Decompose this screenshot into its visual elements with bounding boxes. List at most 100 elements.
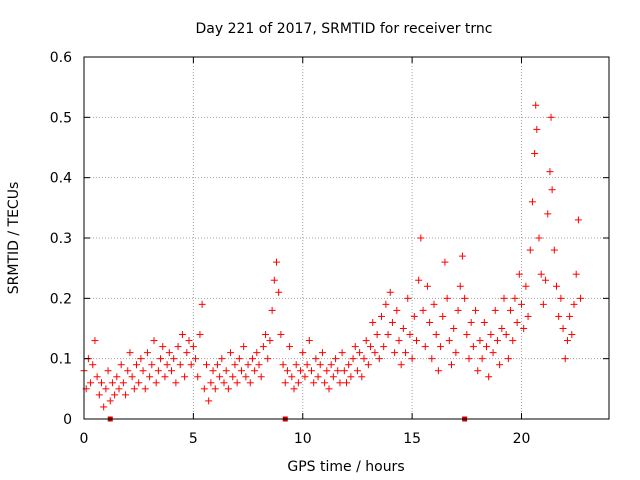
data-point: [146, 373, 154, 381]
data-point: [434, 367, 442, 375]
data-point: [362, 337, 370, 345]
data-point: [126, 349, 134, 357]
data-point: [380, 343, 388, 351]
data-point: [161, 373, 169, 381]
data-point: [279, 361, 287, 369]
data-point: [257, 373, 265, 381]
data-point: [281, 379, 289, 387]
data-point: [537, 270, 545, 278]
data-point: [345, 361, 353, 369]
data-point: [310, 379, 318, 387]
data-point: [152, 379, 160, 387]
data-point: [561, 355, 569, 363]
data-point: [329, 373, 337, 381]
data-point: [349, 355, 357, 363]
data-point: [196, 331, 204, 339]
data-point: [216, 373, 224, 381]
data-point: [288, 373, 296, 381]
data-point: [358, 373, 366, 381]
data-point: [547, 113, 555, 121]
data-point: [533, 125, 541, 133]
y-tick-label: 0.4: [50, 171, 72, 187]
data-point: [410, 312, 418, 320]
data-point: [371, 349, 379, 357]
data-point: [168, 367, 175, 375]
x-tick-label: 20: [513, 431, 531, 447]
data-point: [130, 385, 138, 393]
data-point: [480, 318, 488, 326]
data-point: [500, 294, 508, 302]
data-point: [432, 331, 440, 339]
data-point: [321, 379, 329, 387]
data-point: [183, 349, 191, 357]
data-point: [292, 361, 300, 369]
data-point: [502, 331, 510, 339]
data-point: [301, 373, 309, 381]
data-point: [430, 300, 438, 308]
data-point: [524, 312, 532, 320]
data-point: [157, 355, 165, 363]
data-point: [469, 343, 477, 351]
data-point: [518, 300, 525, 308]
data-point: [402, 349, 410, 357]
data-point: [95, 391, 103, 399]
data-point: [347, 373, 355, 381]
data-point: [415, 276, 423, 284]
data-point: [458, 252, 466, 260]
data-point: [452, 349, 460, 357]
data-point: [119, 379, 127, 387]
data-point: [283, 367, 291, 375]
y-tick-label: 0.1: [50, 352, 72, 368]
data-point: [148, 361, 156, 369]
data-point: [483, 343, 490, 351]
data-point: [222, 367, 230, 375]
data-point: [270, 276, 278, 284]
data-point: [198, 300, 206, 308]
data-point: [323, 367, 331, 375]
data-point: [194, 373, 202, 381]
data-point: [332, 355, 340, 363]
y-tick-label: 0.6: [50, 50, 72, 66]
data-point: [476, 337, 484, 345]
y-axis-label: SRMTID / TECUs: [6, 182, 22, 295]
data-point: [207, 379, 215, 387]
data-layer: [80, 101, 585, 411]
data-point: [124, 367, 132, 375]
data-point: [111, 391, 119, 399]
data-point: [532, 101, 540, 109]
data-point: [467, 318, 475, 326]
data-point: [305, 337, 313, 345]
data-point: [465, 355, 473, 363]
data-point: [294, 379, 302, 387]
data-point: [286, 343, 294, 351]
data-point: [474, 367, 482, 375]
data-point: [373, 331, 381, 339]
data-point: [399, 325, 407, 332]
data-point: [375, 355, 383, 363]
data-point: [391, 349, 399, 357]
data-point: [314, 373, 322, 381]
data-point: [104, 367, 112, 375]
data-point: [312, 355, 320, 363]
data-point: [509, 337, 517, 345]
data-point: [235, 355, 243, 363]
data-point: [255, 361, 263, 369]
data-point: [439, 312, 447, 320]
data-point: [266, 337, 274, 345]
data-point: [397, 361, 405, 369]
chart-title: Day 221 of 2017, SRMTID for receiver trn…: [196, 21, 493, 37]
y-tick-label: 0.3: [50, 231, 72, 247]
data-point: [303, 361, 311, 369]
data-point: [185, 337, 193, 345]
x-axis-label: GPS time / hours: [287, 459, 404, 475]
data-point: [450, 325, 458, 332]
data-point: [515, 270, 523, 278]
data-point: [233, 379, 241, 387]
data-point: [454, 306, 462, 314]
data-point: [548, 186, 556, 194]
data-point: [382, 300, 390, 308]
data-point: [135, 379, 143, 387]
data-point: [526, 246, 534, 254]
data-point: [128, 373, 136, 381]
data-point: [388, 318, 396, 326]
